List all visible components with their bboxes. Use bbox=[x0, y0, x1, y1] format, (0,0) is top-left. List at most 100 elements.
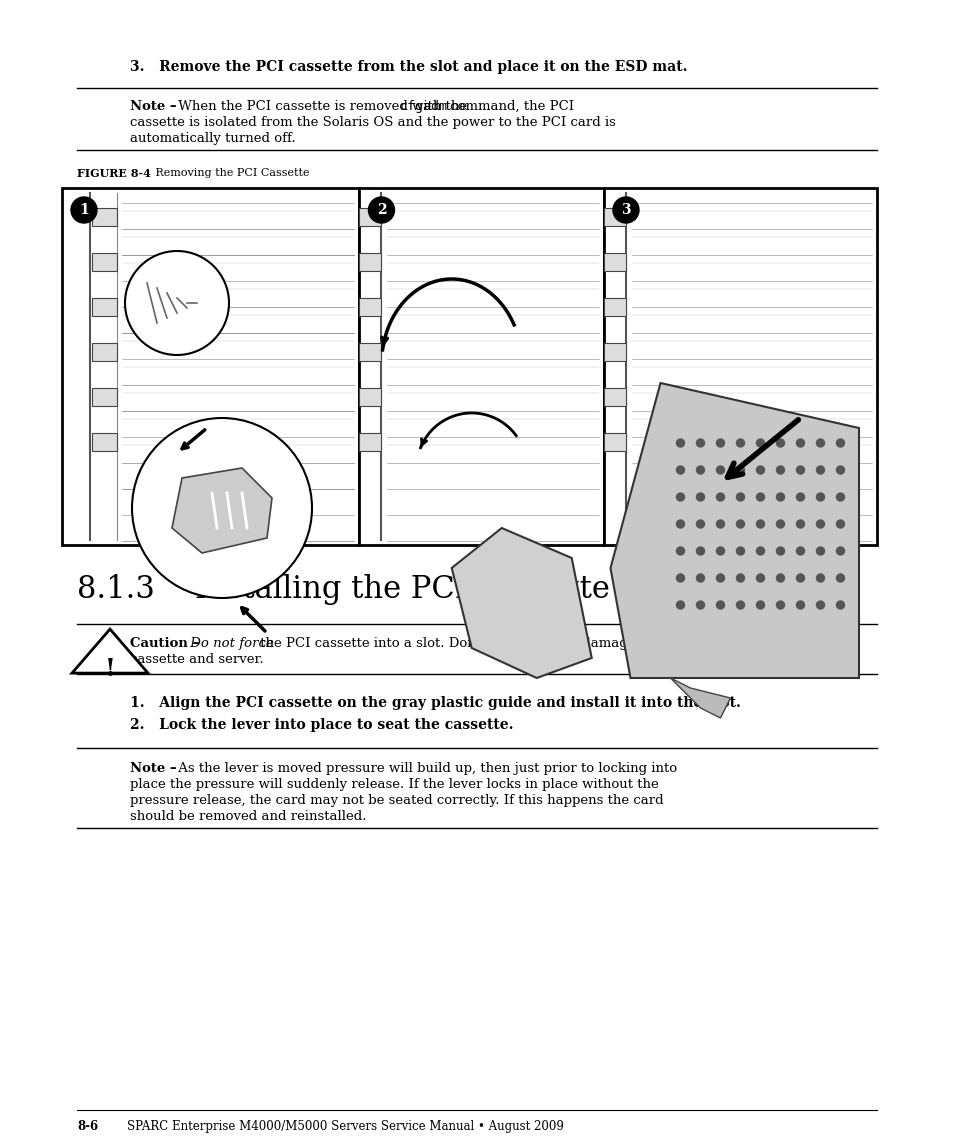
Circle shape bbox=[816, 547, 823, 555]
Circle shape bbox=[716, 520, 723, 528]
Text: place the pressure will suddenly release. If the lever locks in place without th: place the pressure will suddenly release… bbox=[130, 777, 659, 791]
Circle shape bbox=[836, 601, 843, 609]
Bar bbox=[359, 188, 603, 545]
Bar bbox=[91, 208, 117, 226]
Circle shape bbox=[736, 547, 743, 555]
Circle shape bbox=[776, 601, 783, 609]
Circle shape bbox=[736, 601, 743, 609]
Circle shape bbox=[796, 601, 803, 609]
Bar bbox=[91, 388, 117, 406]
Circle shape bbox=[756, 547, 763, 555]
Bar bbox=[603, 344, 625, 361]
Circle shape bbox=[736, 574, 743, 582]
Text: 2.   Lock the lever into place to seat the cassette.: 2. Lock the lever into place to seat the… bbox=[130, 718, 513, 732]
Circle shape bbox=[776, 493, 783, 502]
Text: 2: 2 bbox=[376, 203, 386, 218]
Bar bbox=[62, 188, 359, 545]
Circle shape bbox=[716, 493, 723, 502]
Bar bbox=[91, 253, 117, 271]
Bar bbox=[91, 433, 117, 451]
Text: automatically turned off.: automatically turned off. bbox=[130, 132, 295, 145]
Bar bbox=[62, 188, 876, 545]
Circle shape bbox=[836, 466, 843, 474]
Circle shape bbox=[836, 547, 843, 555]
Text: should be removed and reinstalled.: should be removed and reinstalled. bbox=[130, 810, 366, 823]
Circle shape bbox=[756, 493, 763, 502]
Circle shape bbox=[796, 520, 803, 528]
Polygon shape bbox=[670, 678, 730, 718]
Circle shape bbox=[676, 466, 683, 474]
Bar bbox=[359, 253, 381, 271]
Circle shape bbox=[696, 466, 703, 474]
Polygon shape bbox=[172, 468, 272, 553]
Circle shape bbox=[676, 547, 683, 555]
Text: Note –: Note – bbox=[130, 763, 176, 775]
Circle shape bbox=[716, 547, 723, 555]
Circle shape bbox=[816, 520, 823, 528]
Circle shape bbox=[716, 466, 723, 474]
Circle shape bbox=[776, 520, 783, 528]
Circle shape bbox=[696, 493, 703, 502]
Circle shape bbox=[836, 439, 843, 447]
Circle shape bbox=[756, 601, 763, 609]
Circle shape bbox=[816, 439, 823, 447]
Circle shape bbox=[756, 574, 763, 582]
Bar bbox=[359, 344, 381, 361]
Circle shape bbox=[776, 439, 783, 447]
Circle shape bbox=[816, 466, 823, 474]
Text: 3.   Remove the PCI cassette from the slot and place it on the ESD mat.: 3. Remove the PCI cassette from the slot… bbox=[130, 60, 687, 74]
Text: 8.1.3: 8.1.3 bbox=[77, 574, 154, 605]
Circle shape bbox=[736, 493, 743, 502]
Circle shape bbox=[716, 574, 723, 582]
Text: Caution –: Caution – bbox=[130, 637, 199, 650]
Bar bbox=[603, 188, 876, 545]
Text: 8-6: 8-6 bbox=[77, 1120, 98, 1134]
Polygon shape bbox=[71, 629, 148, 673]
Circle shape bbox=[756, 466, 763, 474]
Circle shape bbox=[696, 439, 703, 447]
Polygon shape bbox=[452, 528, 591, 678]
Text: cfgadm: cfgadm bbox=[399, 100, 448, 113]
Text: When the PCI cassette is removed with the: When the PCI cassette is removed with th… bbox=[173, 100, 471, 113]
Circle shape bbox=[696, 574, 703, 582]
Bar bbox=[359, 433, 381, 451]
Circle shape bbox=[796, 574, 803, 582]
Bar bbox=[359, 388, 381, 406]
Circle shape bbox=[676, 493, 683, 502]
Text: Note –: Note – bbox=[130, 100, 176, 113]
Circle shape bbox=[696, 520, 703, 528]
Circle shape bbox=[776, 547, 783, 555]
Bar bbox=[603, 253, 625, 271]
Polygon shape bbox=[610, 382, 858, 678]
Circle shape bbox=[676, 601, 683, 609]
Circle shape bbox=[776, 466, 783, 474]
Bar bbox=[359, 298, 381, 316]
Text: 1.   Align the PCI cassette on the gray plastic guide and install it into the sl: 1. Align the PCI cassette on the gray pl… bbox=[130, 696, 740, 710]
Text: cassette is isolated from the Solaris OS and the power to the PCI card is: cassette is isolated from the Solaris OS… bbox=[130, 116, 616, 129]
Text: cassette and server.: cassette and server. bbox=[130, 653, 263, 666]
Circle shape bbox=[736, 520, 743, 528]
Circle shape bbox=[676, 520, 683, 528]
Circle shape bbox=[613, 197, 639, 223]
Circle shape bbox=[368, 197, 394, 223]
Circle shape bbox=[816, 601, 823, 609]
Circle shape bbox=[836, 574, 843, 582]
Text: Do not force: Do not force bbox=[186, 637, 274, 650]
Circle shape bbox=[756, 520, 763, 528]
Bar bbox=[91, 298, 117, 316]
Circle shape bbox=[756, 439, 763, 447]
Text: As the lever is moved pressure will build up, then just prior to locking into: As the lever is moved pressure will buil… bbox=[173, 763, 677, 775]
Circle shape bbox=[696, 601, 703, 609]
Circle shape bbox=[816, 493, 823, 502]
Bar bbox=[603, 208, 625, 226]
Bar bbox=[603, 298, 625, 316]
Text: command, the PCI: command, the PCI bbox=[446, 100, 574, 113]
Text: FIGURE 8-4: FIGURE 8-4 bbox=[77, 168, 151, 179]
Text: SPARC Enterprise M4000/M5000 Servers Service Manual • August 2009: SPARC Enterprise M4000/M5000 Servers Ser… bbox=[127, 1120, 563, 1134]
Circle shape bbox=[132, 418, 312, 598]
Circle shape bbox=[776, 574, 783, 582]
Circle shape bbox=[836, 493, 843, 502]
Circle shape bbox=[796, 439, 803, 447]
Circle shape bbox=[676, 439, 683, 447]
Circle shape bbox=[125, 251, 229, 355]
